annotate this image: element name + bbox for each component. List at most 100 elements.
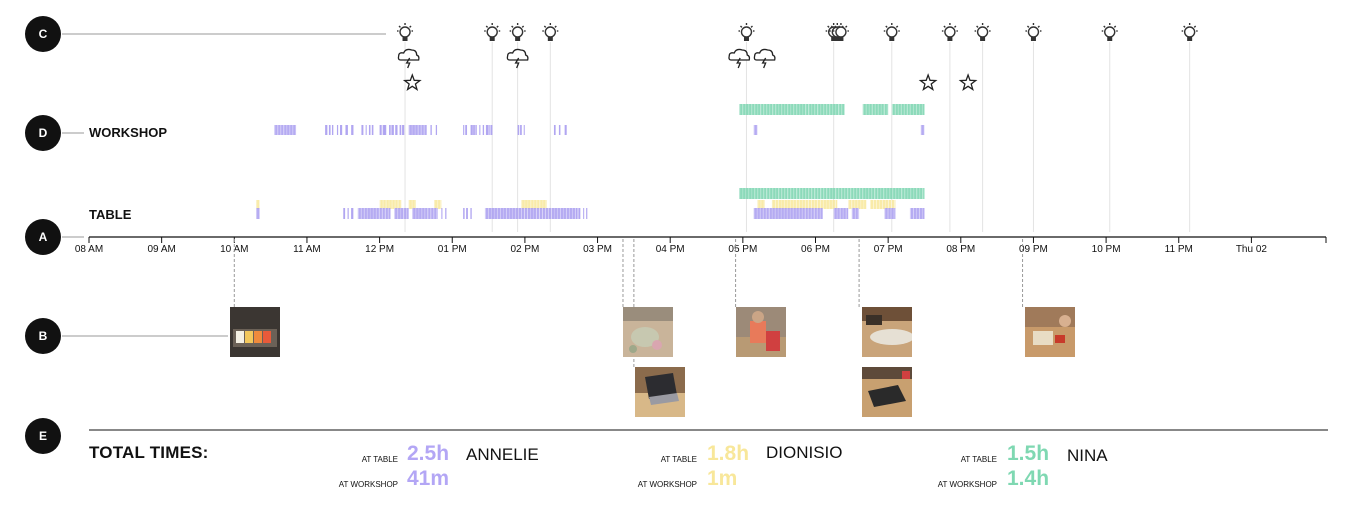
presence-tick — [763, 200, 765, 209]
presence-tick — [766, 104, 768, 115]
presence-tick — [418, 208, 420, 219]
presence-tick — [423, 125, 425, 135]
presence-tick — [395, 125, 398, 135]
photo-thumbnail[interactable] — [862, 307, 912, 357]
presence-tick — [909, 104, 911, 115]
presence-tick — [820, 188, 822, 199]
presence-tick — [530, 200, 532, 209]
photo-thumbnail[interactable] — [736, 307, 786, 357]
presence-segment — [848, 200, 867, 209]
presence-tick — [397, 208, 399, 219]
presence-tick — [521, 200, 523, 209]
presence-tick — [424, 208, 426, 219]
photo-thumbnail[interactable] — [1025, 307, 1075, 357]
presence-tick — [781, 188, 783, 199]
photo-thumbnail[interactable] — [623, 307, 673, 357]
presence-tick — [575, 208, 578, 219]
presence-tick — [777, 200, 779, 209]
presence-tick — [823, 104, 825, 115]
x-tick-label: Thu 02 — [1236, 244, 1268, 255]
presence-tick — [578, 208, 581, 219]
presence-tick — [828, 200, 830, 209]
presence-tick — [748, 188, 750, 199]
lightbulb-icon — [941, 23, 958, 41]
presence-tick — [799, 104, 801, 115]
presence-tick — [787, 104, 789, 115]
presence-tick — [778, 104, 780, 115]
presence-tick — [887, 208, 889, 219]
presence-tick — [757, 104, 759, 115]
lightbulb-icon — [509, 23, 526, 41]
presence-tick — [783, 200, 785, 209]
presence-tick — [774, 208, 776, 219]
presence-tick — [490, 208, 492, 219]
presence-tick — [325, 125, 328, 135]
presence-segment — [484, 208, 576, 219]
photo-thumbnail[interactable] — [862, 367, 912, 417]
presence-tick — [897, 104, 899, 115]
presence-tick — [798, 200, 800, 209]
photo-thumbnail[interactable] — [635, 367, 685, 417]
presence-tick — [883, 188, 885, 199]
presence-tick — [523, 208, 525, 219]
total-times-title: TOTAL TIMES: — [89, 443, 209, 462]
presence-tick — [848, 200, 850, 209]
x-tick-label: 05 PM — [728, 244, 757, 255]
presence-tick — [841, 188, 843, 199]
presence-tick — [826, 104, 828, 115]
presence-tick — [889, 188, 891, 199]
presence-tick — [365, 125, 367, 135]
dionisio-table-value: 1.8h — [707, 442, 750, 465]
presence-tick — [259, 200, 261, 209]
presence-tick — [259, 208, 261, 219]
presence-tick — [922, 188, 924, 199]
x-tick-label: 10 PM — [1092, 244, 1121, 255]
presence-tick — [508, 208, 510, 219]
lightbulb-icon — [1025, 23, 1042, 41]
presence-tick — [754, 188, 756, 199]
x-tick-label: 09 AM — [147, 244, 175, 255]
presence-tick — [463, 208, 465, 219]
photo-thumbnail[interactable] — [230, 307, 280, 357]
presence-tick — [833, 208, 835, 219]
dionisio-workshop-label: AT WORKSHOP — [637, 480, 697, 489]
presence-segment — [434, 200, 442, 209]
presence-tick — [865, 104, 867, 115]
presence-tick — [831, 200, 833, 209]
presence-tick — [403, 208, 405, 219]
presence-tick — [479, 125, 481, 135]
presence-tick — [745, 104, 747, 115]
presence-tick — [814, 188, 816, 199]
presence-tick — [910, 188, 912, 199]
presence-bars — [256, 104, 925, 219]
presence-tick — [784, 188, 786, 199]
presence-tick — [488, 125, 490, 135]
lightbulb-icon — [484, 23, 501, 41]
presence-tick — [400, 208, 402, 219]
lightbulb-icon — [974, 23, 991, 41]
presence-tick — [434, 200, 436, 209]
presence-tick — [887, 200, 889, 209]
presence-tick — [884, 208, 886, 219]
row-marker-c: C — [25, 16, 386, 52]
presence-tick — [430, 208, 432, 219]
presence-tick — [564, 125, 567, 135]
nina-workshop-value: 1.4h — [1007, 467, 1050, 490]
presence-tick — [807, 200, 809, 209]
nina-table-value: 1.5h — [1007, 442, 1050, 465]
presence-tick — [351, 208, 354, 219]
presence-tick — [780, 200, 782, 209]
presence-tick — [886, 104, 888, 115]
presence-tick — [893, 208, 895, 219]
presence-segment — [739, 188, 925, 199]
star-icon — [402, 73, 422, 92]
presence-tick — [894, 104, 896, 115]
presence-tick — [473, 125, 475, 135]
presence-tick — [283, 125, 285, 135]
presence-tick — [295, 125, 297, 135]
presence-tick — [739, 104, 741, 115]
presence-tick — [415, 208, 417, 219]
presence-segment — [394, 208, 409, 219]
presence-tick — [792, 208, 794, 219]
presence-tick — [387, 208, 389, 219]
